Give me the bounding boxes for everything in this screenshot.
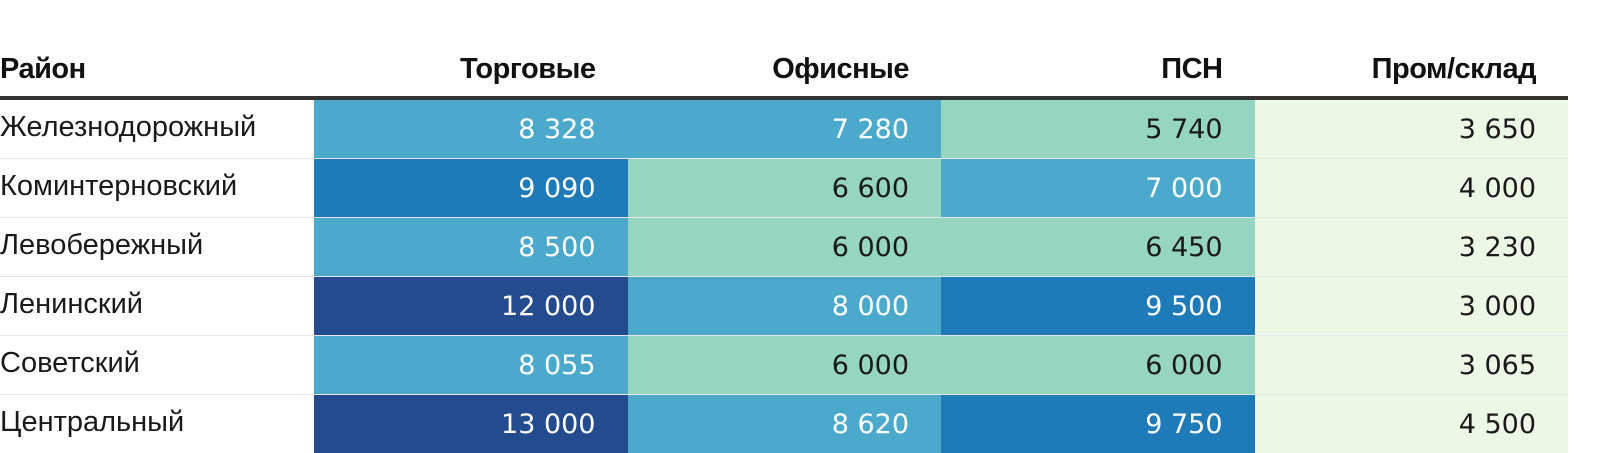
heatmap-value-cell: 4 500: [1255, 395, 1569, 453]
district-name-cell: Коминтерновский: [0, 159, 314, 218]
district-name-cell: Железнодорожный: [0, 98, 314, 159]
heatmap-value-cell: 8 000: [628, 277, 942, 336]
heatmap-value-cell: 6 450: [941, 218, 1255, 277]
heatmap-value-cell: 3 230: [1255, 218, 1569, 277]
heatmap-value-cell: 6 000: [941, 336, 1255, 395]
heatmap-value-cell: 3 000: [1255, 277, 1569, 336]
heatmap-value-cell: 6 000: [628, 218, 942, 277]
heatmap-value-cell: 8 500: [314, 218, 628, 277]
district-name-cell: Ленинский: [0, 277, 314, 336]
heatmap-value-cell: 8 620: [628, 395, 942, 453]
heatmap-value-cell: 9 750: [941, 395, 1255, 453]
column-header-psn[interactable]: ПСН: [941, 0, 1255, 98]
heatmap-value-cell: 8 055: [314, 336, 628, 395]
heatmap-value-cell: 3 650: [1255, 98, 1569, 159]
column-header-district[interactable]: Район: [0, 0, 314, 98]
heatmap-value-cell: 4 000: [1255, 159, 1569, 218]
heatmap-value-cell: 7 000: [941, 159, 1255, 218]
district-name-cell: Советский: [0, 336, 314, 395]
column-header-industrial-warehouse[interactable]: Пром/склад: [1255, 0, 1569, 98]
heatmap-value-cell: 8 328: [314, 98, 628, 159]
heatmap-value-cell: 7 280: [628, 98, 942, 159]
table-header: Район Торговые Офисные ПСН Пром/склад: [0, 0, 1568, 98]
heatmap-value-cell: 9 500: [941, 277, 1255, 336]
heatmap-value-cell: 6 000: [628, 336, 942, 395]
heatmap-value-cell: 12 000: [314, 277, 628, 336]
district-name-cell: Левобережный: [0, 218, 314, 277]
heatmap-value-cell: 9 090: [314, 159, 628, 218]
heatmap-value-cell: 3 065: [1255, 336, 1569, 395]
heatmap-value-cell: 5 740: [941, 98, 1255, 159]
header-row: Район Торговые Офисные ПСН Пром/склад: [0, 0, 1568, 98]
district-name-cell: Центральный: [0, 395, 314, 453]
heatmap-value-cell: 6 600: [628, 159, 942, 218]
heatmap-value-cell: 13 000: [314, 395, 628, 453]
column-header-retail[interactable]: Торговые: [314, 0, 628, 98]
column-header-office[interactable]: Офисные: [628, 0, 942, 98]
